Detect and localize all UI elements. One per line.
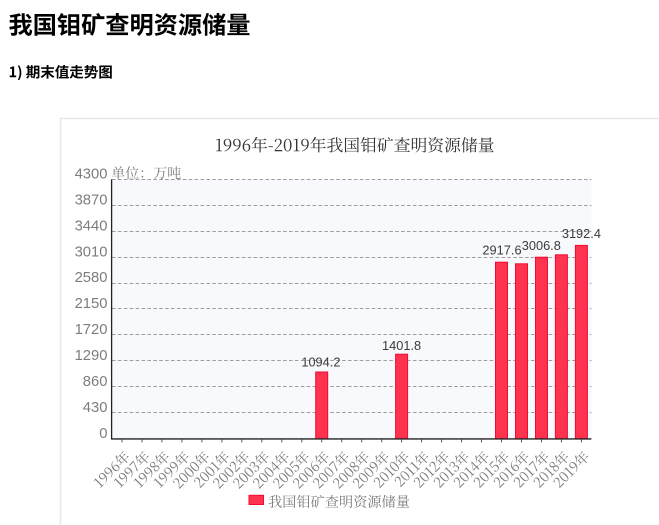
svg-text:1290: 1290 bbox=[75, 348, 108, 364]
svg-text:3192.4: 3192.4 bbox=[562, 226, 601, 241]
svg-text:4300: 4300 bbox=[75, 166, 108, 182]
svg-text:1720: 1720 bbox=[75, 322, 108, 338]
svg-text:0: 0 bbox=[99, 426, 107, 442]
svg-text:3440: 3440 bbox=[75, 218, 108, 234]
svg-text:2580: 2580 bbox=[75, 270, 108, 286]
svg-text:430: 430 bbox=[83, 400, 108, 416]
svg-text:3010: 3010 bbox=[75, 244, 108, 260]
svg-text:860: 860 bbox=[83, 374, 108, 390]
svg-text:1401.8: 1401.8 bbox=[382, 338, 421, 353]
svg-text:2917.6: 2917.6 bbox=[482, 243, 521, 258]
svg-text:1094.2: 1094.2 bbox=[301, 355, 340, 370]
svg-text:2150: 2150 bbox=[75, 296, 108, 312]
svg-text:3006.8: 3006.8 bbox=[522, 238, 561, 253]
svg-text:3870: 3870 bbox=[75, 192, 108, 208]
